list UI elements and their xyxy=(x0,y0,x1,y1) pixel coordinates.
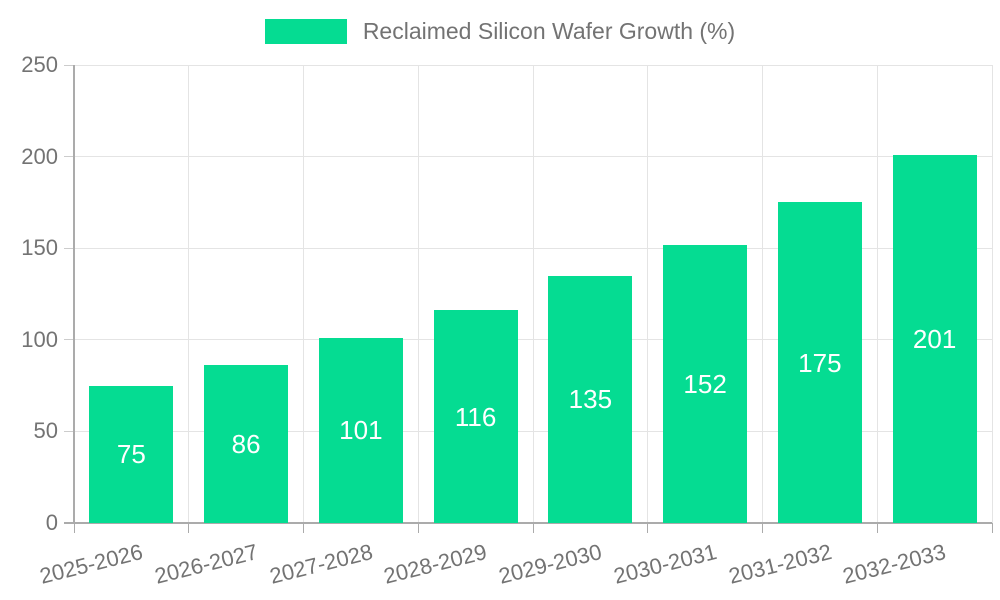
y-axis-line xyxy=(73,65,75,523)
gridline-vertical xyxy=(762,65,763,523)
bar-value-label: 135 xyxy=(568,384,613,415)
gridline-vertical xyxy=(532,65,534,523)
x-axis-tick xyxy=(303,523,304,533)
y-axis-tick-label: 200 xyxy=(21,143,58,169)
gridline-vertical xyxy=(876,65,878,523)
gridline-vertical xyxy=(188,65,190,523)
x-axis-tick-label: 2028-2029 xyxy=(381,539,490,589)
legend-swatch xyxy=(264,19,347,44)
y-axis-tick-label: 250 xyxy=(21,52,58,77)
x-axis-tick xyxy=(73,523,75,533)
x-axis-tick-label: 2025-2026 xyxy=(37,539,146,589)
bar xyxy=(318,337,403,523)
y-axis-tick-label: 50 xyxy=(33,418,58,444)
y-axis-tick xyxy=(64,156,74,158)
y-axis-tick xyxy=(64,64,74,66)
x-axis-tick xyxy=(532,523,534,533)
x-axis-tick xyxy=(647,523,649,533)
bar xyxy=(89,385,174,523)
bar xyxy=(892,154,977,523)
y-axis-tick-label: 100 xyxy=(21,326,58,352)
bar xyxy=(204,365,289,523)
bar xyxy=(777,202,862,523)
gridline-vertical xyxy=(647,65,649,523)
x-axis-tick xyxy=(991,523,993,533)
legend-label: Reclaimed Silicon Wafer Growth (%) xyxy=(362,18,736,44)
x-axis-tick-label: 2030-2031 xyxy=(611,539,720,589)
bar xyxy=(433,310,518,523)
y-axis-tick xyxy=(64,430,74,432)
x-axis-tick-label: 2027-2028 xyxy=(266,539,375,589)
bar-value-label: 152 xyxy=(683,368,727,399)
x-axis-line xyxy=(64,522,992,524)
bar-value-label: 175 xyxy=(798,347,842,378)
x-axis-tick xyxy=(417,523,419,533)
x-axis-tick-label: 2031-2032 xyxy=(725,539,834,589)
x-axis-tick-label: 2026-2027 xyxy=(152,539,261,589)
gridline-vertical xyxy=(303,65,304,523)
y-axis-tick-label: 0 xyxy=(45,510,58,535)
bar-value-label: 75 xyxy=(116,439,146,470)
x-axis-tick xyxy=(188,523,190,533)
gridline-vertical xyxy=(991,65,993,523)
x-axis-tick-label: 2029-2030 xyxy=(496,539,605,589)
y-axis-tick xyxy=(64,339,74,341)
bar xyxy=(548,275,633,523)
bar-value-label: 86 xyxy=(231,429,261,460)
bar-value-label: 116 xyxy=(454,401,497,432)
bar xyxy=(663,244,748,523)
legend: Reclaimed Silicon Wafer Growth (%) xyxy=(0,18,1000,45)
gridline-vertical xyxy=(417,65,419,523)
x-axis-tick xyxy=(876,523,878,533)
y-axis-tick xyxy=(64,247,74,249)
x-axis-tick xyxy=(762,523,763,533)
x-axis-tick-label: 2032-2033 xyxy=(840,539,949,589)
bar-value-label: 101 xyxy=(339,415,383,446)
y-axis-tick-label: 150 xyxy=(21,235,58,261)
bar-value-label: 201 xyxy=(912,323,957,354)
